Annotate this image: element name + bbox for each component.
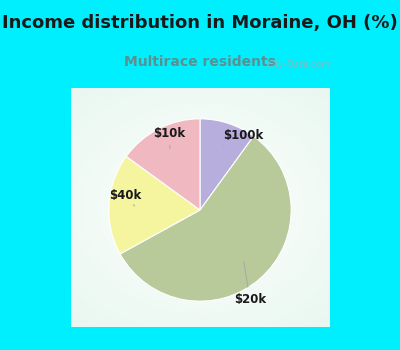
Wedge shape bbox=[200, 119, 254, 210]
Text: $100k: $100k bbox=[223, 129, 264, 146]
Wedge shape bbox=[120, 136, 291, 301]
Text: $10k: $10k bbox=[153, 127, 185, 149]
Text: Income distribution in Moraine, OH (%): Income distribution in Moraine, OH (%) bbox=[2, 14, 398, 32]
Text: City-Data.com: City-Data.com bbox=[266, 61, 330, 69]
Text: $40k: $40k bbox=[109, 189, 142, 206]
Text: Multirace residents: Multirace residents bbox=[124, 55, 276, 69]
Text: $20k: $20k bbox=[234, 262, 266, 306]
Wedge shape bbox=[109, 156, 200, 254]
Wedge shape bbox=[126, 119, 200, 210]
